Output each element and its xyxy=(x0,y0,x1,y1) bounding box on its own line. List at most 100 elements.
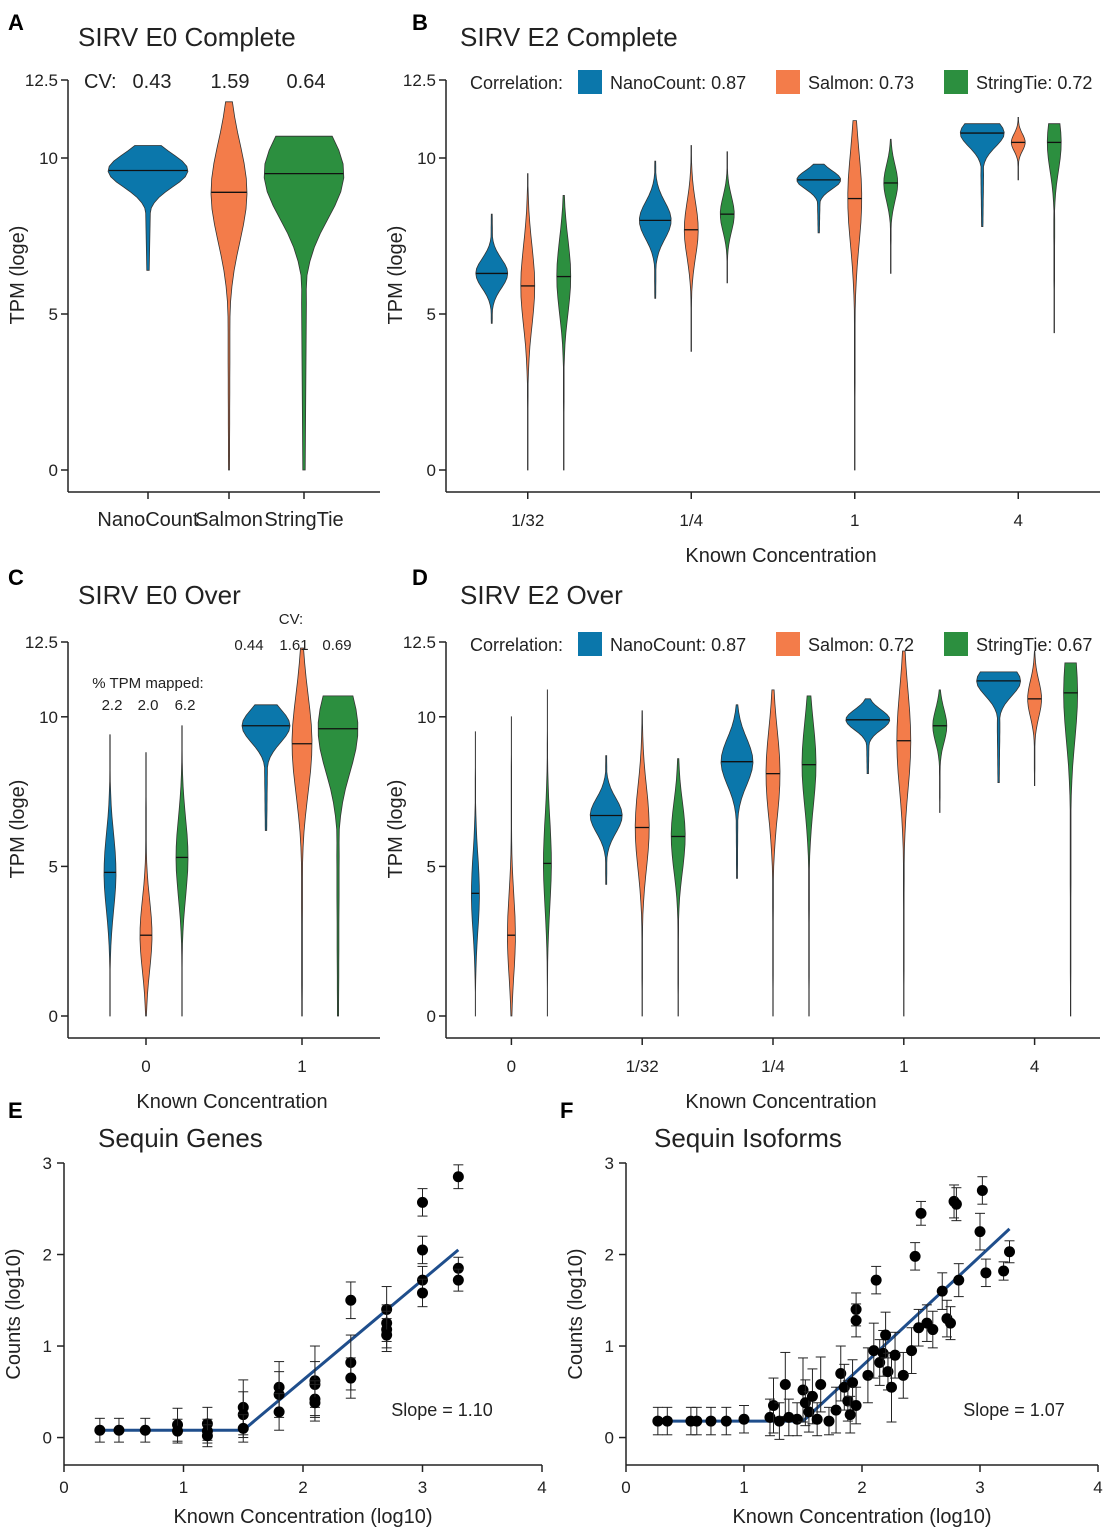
panel-f-point xyxy=(945,1317,956,1329)
panel-a-y-tick-label: 12.5 xyxy=(25,71,58,90)
panel-e-point xyxy=(417,1196,428,1208)
panel-c-letter: C xyxy=(8,565,24,590)
panel-c-violin-1-2 xyxy=(317,695,359,1017)
panel-b-y-tick-label: 10 xyxy=(417,149,436,168)
panel-d-y-tick-label: 10 xyxy=(417,708,436,727)
panel-f-point xyxy=(974,1226,986,1238)
panel-b-letter: B xyxy=(412,10,428,35)
panel-f-point xyxy=(862,1369,874,1381)
panel-e-y-tick-label: 3 xyxy=(43,1154,52,1173)
panel-f-point xyxy=(889,1349,901,1361)
panel-b-legend-label: StringTie: 0.72 xyxy=(976,73,1092,93)
panel-c-x-tick-label: 0 xyxy=(141,1057,150,1076)
panel-b-legend-swatch xyxy=(578,70,602,94)
panel-f-point xyxy=(815,1378,827,1390)
panel-b-legend-label: Salmon: 0.73 xyxy=(808,73,914,93)
panel-c-violin-1-1 xyxy=(291,647,313,1017)
panel-d-violin-1-1 xyxy=(634,710,650,1017)
panel-d-violin-4-1 xyxy=(1027,650,1042,786)
panel-f-point xyxy=(868,1345,880,1357)
panel-f-title: Sequin Isoforms xyxy=(654,1123,842,1153)
panel-d-violin-3-1 xyxy=(896,650,912,1017)
panel-d-legend-label: Salmon: 0.72 xyxy=(808,635,914,655)
panel-f-point xyxy=(936,1285,948,1297)
panel-b-correlation-label: Correlation: xyxy=(470,73,563,93)
panel-d-letter: D xyxy=(412,565,428,590)
panel-f-point xyxy=(847,1377,859,1389)
panel-e-letter: E xyxy=(8,1098,23,1123)
panel-e-y-tick-label: 1 xyxy=(43,1337,52,1356)
panel-e-point xyxy=(273,1406,285,1418)
panel-b-violin-3-0 xyxy=(959,123,1005,227)
panel-f-point xyxy=(998,1265,1010,1277)
panel-e-point xyxy=(237,1422,249,1434)
panel-e-x-tick-label: 3 xyxy=(418,1478,427,1497)
panel-c-violin-0-2 xyxy=(175,725,189,1017)
panel-f-point xyxy=(803,1406,815,1418)
panel-b-xlabel: Known Concentration xyxy=(685,545,876,567)
panel-d-legend-label: NanoCount: 0.87 xyxy=(610,635,746,655)
panel-d-x-tick-label: 1 xyxy=(899,1057,908,1076)
panel-e-point xyxy=(417,1244,428,1256)
panel-a-y-tick-label: 5 xyxy=(49,305,58,324)
panel-f-point xyxy=(850,1400,862,1412)
panel-f-point xyxy=(799,1397,811,1409)
panel-f-point xyxy=(909,1250,921,1262)
panel-b-violin-1-0 xyxy=(638,160,672,299)
panel-a-title: SIRV E0 Complete xyxy=(78,22,296,52)
panel-f-point xyxy=(705,1415,717,1427)
panel-e-point xyxy=(452,1274,464,1286)
panel-f-point xyxy=(906,1345,918,1357)
panel-d-violin-3-2 xyxy=(932,689,948,813)
panel-d-y-tick-label: 5 xyxy=(427,857,436,876)
panel-d-y-tick-label: 12.5 xyxy=(403,633,436,652)
panel-a-violin-stringtie xyxy=(263,135,345,471)
panel-d-x-tick-label: 1/32 xyxy=(626,1057,659,1076)
panel-b-violin-2-0 xyxy=(796,163,841,234)
panel-e-y-tick-label: 2 xyxy=(43,1246,52,1265)
panel-f-point xyxy=(915,1207,927,1219)
panel-e-point xyxy=(172,1425,184,1437)
panel-e-point xyxy=(452,1262,464,1274)
panel-b-y-tick-label: 0 xyxy=(427,461,436,480)
panel-e-xlabel: Known Concentration (log10) xyxy=(173,1506,432,1528)
panel-d-x-tick-label: 0 xyxy=(507,1057,516,1076)
panel-e-point xyxy=(309,1397,321,1409)
panel-a-x-tick-label: StringTie xyxy=(264,509,343,531)
panel-a-violin-salmon xyxy=(210,101,248,471)
panel-f-point xyxy=(830,1404,842,1416)
panel-f-point xyxy=(980,1267,992,1279)
panel-c-violin-1-0 xyxy=(241,704,291,831)
panel-f-y-tick-label: 1 xyxy=(605,1337,614,1356)
panel-f-point xyxy=(797,1384,809,1396)
panel-c-cv-value: 1.61 xyxy=(279,637,308,654)
panel-f-point xyxy=(953,1274,965,1286)
panel-c-mapped-label: % TPM mapped: xyxy=(92,675,203,692)
panel-e-point xyxy=(345,1294,357,1306)
panel-e-x-tick-label: 0 xyxy=(59,1478,68,1497)
panel-f-point xyxy=(950,1198,962,1210)
panel-f-point xyxy=(838,1381,850,1393)
panel-c-cv-value: 0.44 xyxy=(234,637,263,654)
panel-f-point xyxy=(850,1314,862,1326)
panel-e-point xyxy=(94,1424,106,1436)
panel-b-violin-3-2 xyxy=(1046,123,1062,334)
panel-f-y-tick-label: 0 xyxy=(605,1429,614,1448)
panel-e-ylabel: Counts (log10) xyxy=(3,1248,25,1379)
panel-d-violin-1-2 xyxy=(670,758,686,1017)
panel-b-violin-3-1 xyxy=(1010,117,1026,181)
panel-c-xlabel: Known Concentration xyxy=(136,1091,327,1113)
panel-e-x-tick-label: 2 xyxy=(298,1478,307,1497)
panel-c-y-tick-label: 10 xyxy=(39,708,58,727)
panel-a-cv-value: 0.43 xyxy=(133,71,172,93)
panel-c-title: SIRV E0 Over xyxy=(78,580,241,610)
panel-f-point xyxy=(886,1381,897,1393)
panel-e-x-tick-label: 1 xyxy=(179,1478,188,1497)
panel-f-y-tick-label: 2 xyxy=(605,1246,614,1265)
panel-f-point xyxy=(844,1409,856,1421)
panel-f-point xyxy=(927,1324,939,1336)
panel-f-slope-text: Slope = 1.07 xyxy=(963,1400,1065,1420)
panel-f-point xyxy=(870,1274,882,1286)
panel-e-point xyxy=(139,1424,151,1436)
